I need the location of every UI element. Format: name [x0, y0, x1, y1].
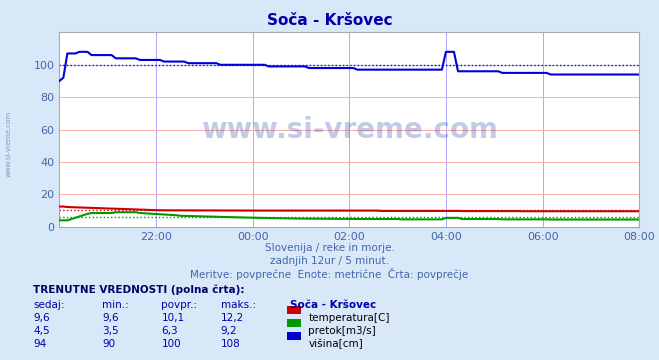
Text: 94: 94 — [33, 339, 46, 349]
Text: TRENUTNE VREDNOSTI (polna črta):: TRENUTNE VREDNOSTI (polna črta): — [33, 284, 244, 295]
Text: povpr.:: povpr.: — [161, 300, 198, 310]
Text: sedaj:: sedaj: — [33, 300, 65, 310]
Text: min.:: min.: — [102, 300, 129, 310]
Text: Soča - Kršovec: Soča - Kršovec — [267, 13, 392, 28]
Text: 100: 100 — [161, 339, 181, 349]
Bar — [287, 332, 301, 340]
Text: 6,3: 6,3 — [161, 326, 178, 336]
Text: pretok[m3/s]: pretok[m3/s] — [308, 326, 376, 336]
Text: 4,5: 4,5 — [33, 326, 49, 336]
Text: www.si-vreme.com: www.si-vreme.com — [201, 116, 498, 144]
Text: 90: 90 — [102, 339, 115, 349]
Text: temperatura[C]: temperatura[C] — [308, 313, 390, 323]
Text: 9,2: 9,2 — [221, 326, 237, 336]
Bar — [287, 319, 301, 327]
Text: 9,6: 9,6 — [102, 313, 119, 323]
Text: Soča - Kršovec: Soča - Kršovec — [290, 300, 376, 310]
Text: 108: 108 — [221, 339, 241, 349]
Bar — [287, 306, 301, 314]
Text: 9,6: 9,6 — [33, 313, 49, 323]
Text: Slovenija / reke in morje.: Slovenija / reke in morje. — [264, 243, 395, 253]
Text: zadnjih 12ur / 5 minut.: zadnjih 12ur / 5 minut. — [270, 256, 389, 266]
Text: 12,2: 12,2 — [221, 313, 244, 323]
Text: 10,1: 10,1 — [161, 313, 185, 323]
Text: maks.:: maks.: — [221, 300, 256, 310]
Text: www.si-vreme.com: www.si-vreme.com — [5, 111, 12, 177]
Text: Meritve: povprečne  Enote: metrične  Črta: povprečje: Meritve: povprečne Enote: metrične Črta:… — [190, 268, 469, 280]
Text: 3,5: 3,5 — [102, 326, 119, 336]
Text: višina[cm]: višina[cm] — [308, 339, 363, 350]
